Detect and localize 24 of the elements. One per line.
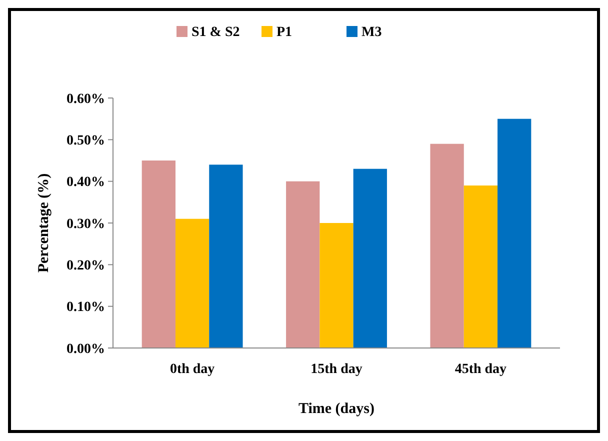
y-axis-title: Percentage (%) xyxy=(36,173,52,273)
y-tick-label: 0.20% xyxy=(66,258,105,274)
legend-label: M3 xyxy=(362,25,382,40)
x-tick-label: 0th day xyxy=(170,362,215,377)
bar xyxy=(464,186,498,348)
y-tick-label: 0.30% xyxy=(66,216,105,232)
y-tick-label: 0.50% xyxy=(66,134,105,149)
bar xyxy=(353,168,387,348)
x-axis-title: Time (days) xyxy=(298,401,374,417)
y-tick-label: 0.60% xyxy=(66,92,105,107)
bar xyxy=(142,160,176,348)
y-tick-label: 0.10% xyxy=(66,300,105,316)
y-tick-label: 0.00% xyxy=(66,342,105,357)
legend-label: P1 xyxy=(276,25,292,40)
bar xyxy=(175,218,210,348)
y-tick-label: 0.40% xyxy=(66,175,105,190)
legend-label: S1 & S2 xyxy=(192,25,240,40)
x-tick-label: 15th day xyxy=(310,362,362,377)
bar xyxy=(430,144,464,348)
bar xyxy=(209,164,243,348)
bar xyxy=(320,223,354,348)
bar xyxy=(286,181,320,348)
x-tick-label: 45th day xyxy=(454,362,507,377)
bar xyxy=(498,118,532,348)
